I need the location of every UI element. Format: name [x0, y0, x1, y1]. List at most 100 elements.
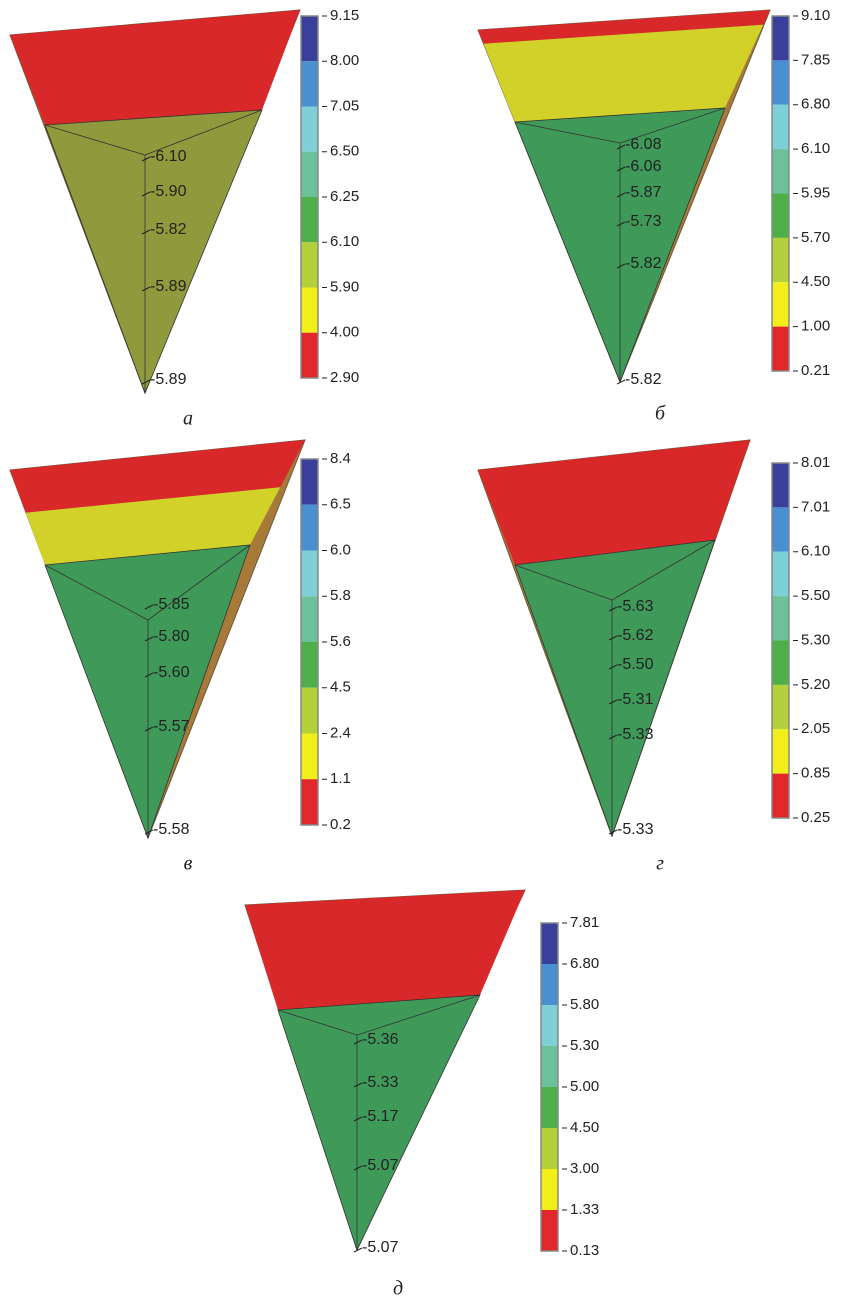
scale-label: 8.4 — [330, 450, 351, 467]
scale-label: 6.5 — [330, 496, 351, 513]
point-label: -5.62 — [617, 627, 654, 644]
scale-label: 6.80 — [570, 955, 599, 972]
scale-label: 2.05 — [801, 720, 830, 737]
colorbar-segment — [301, 152, 318, 197]
scale-label: 9.10 — [801, 7, 830, 24]
colorbar-segment — [772, 194, 789, 238]
scale-label: 8.00 — [330, 52, 359, 69]
point-label: -6.10 — [150, 148, 187, 165]
colorbar-segment — [772, 463, 789, 507]
point-label: -5.57 — [153, 718, 190, 735]
scale-label: 5.90 — [330, 278, 359, 295]
scale-label: 5.95 — [801, 184, 830, 201]
scale-label: 5.8 — [330, 587, 351, 604]
colorbar-segment — [301, 459, 318, 505]
point-label: -5.82 — [625, 255, 662, 272]
scale-label: 5.70 — [801, 229, 830, 246]
colorbar-segment — [772, 16, 789, 60]
point-label: -5.80 — [153, 628, 190, 645]
colorbar-segment — [301, 107, 318, 152]
colorbar-segment — [541, 1169, 558, 1210]
scale-label: 4.50 — [801, 273, 830, 290]
scale-label: 7.01 — [801, 498, 830, 515]
point-label: -5.90 — [150, 183, 187, 200]
colorbar-segment — [301, 688, 318, 734]
colorbar-segment — [772, 238, 789, 282]
colorbar-segment — [772, 641, 789, 685]
point-label: -5.89 — [150, 371, 187, 388]
scale-label: 4.5 — [330, 679, 351, 696]
scale-label: 4.00 — [330, 324, 359, 341]
point-label: -5.31 — [617, 691, 654, 708]
point-label: -5.07 — [362, 1239, 399, 1256]
colorbar-segment — [301, 16, 318, 61]
colorbar-segment — [301, 642, 318, 688]
scale-label: 5.50 — [801, 587, 830, 604]
colorbar-segment — [301, 61, 318, 106]
point-label: -5.58 — [153, 821, 190, 838]
scale-label: 2.90 — [330, 369, 359, 386]
colorbar-segment — [541, 1128, 558, 1169]
panel-caption: в — [184, 853, 193, 875]
scale-label: 6.80 — [801, 96, 830, 113]
colorbar-segment — [301, 288, 318, 333]
colorbar-segment — [772, 60, 789, 104]
colorbar-segment — [772, 729, 789, 773]
panel-caption: д — [393, 1278, 403, 1300]
lower-surface — [515, 540, 715, 836]
point-label: -5.33 — [362, 1074, 399, 1091]
point-label: -5.73 — [625, 213, 662, 230]
scale-label: 4.50 — [570, 1119, 599, 1136]
colorbar-segment — [772, 685, 789, 729]
colorbar-segment — [541, 923, 558, 964]
colorbar-segment — [301, 551, 318, 597]
point-label: -5.17 — [362, 1108, 399, 1125]
colorbar-segment — [541, 1005, 558, 1046]
scale-label: 7.05 — [330, 97, 359, 114]
point-label: -5.82 — [625, 371, 662, 388]
point-label: -5.50 — [617, 656, 654, 673]
point-label: -5.87 — [625, 184, 662, 201]
colorbar-segment — [772, 552, 789, 596]
lower-surface — [45, 545, 250, 838]
point-label: -5.63 — [617, 598, 654, 615]
scale-label: 0.85 — [801, 765, 830, 782]
scale-label: 5.80 — [570, 996, 599, 1013]
colorbar-segment — [772, 596, 789, 640]
point-label: -5.82 — [150, 221, 187, 238]
colorbar-segment — [301, 333, 318, 378]
top-band — [10, 10, 300, 125]
colorbar-segment — [301, 242, 318, 287]
colorbar-segment — [772, 282, 789, 326]
scale-label: 5.30 — [570, 1037, 599, 1054]
scale-label: 7.85 — [801, 51, 830, 68]
scale-label: 7.81 — [570, 914, 599, 931]
point-label: -5.33 — [617, 821, 654, 838]
panel-caption: г — [656, 853, 664, 875]
figure: -6.10-5.90-5.82-5.89-5.899.158.007.056.5… — [0, 0, 850, 1301]
scale-label: 1.33 — [570, 1201, 599, 1218]
colorbar-segment — [301, 734, 318, 780]
colorbar-segment — [541, 1087, 558, 1128]
point-label: -5.60 — [153, 664, 190, 681]
colorbar-segment — [772, 149, 789, 193]
scale-label: 0.13 — [570, 1242, 599, 1259]
colorbar-segment — [772, 327, 789, 371]
scale-label: 0.21 — [801, 362, 830, 379]
colorbar-segment — [541, 1046, 558, 1087]
colorbar-segment — [301, 505, 318, 551]
colorbar-segment — [772, 105, 789, 149]
scale-label: 6.0 — [330, 541, 351, 558]
scale-label: 0.2 — [330, 816, 351, 833]
scale-label: 6.10 — [330, 233, 359, 250]
scale-label: 6.10 — [801, 543, 830, 560]
colorbar-segment — [541, 964, 558, 1005]
point-label: -5.89 — [150, 278, 187, 295]
scale-label: 5.6 — [330, 633, 351, 650]
top-band — [245, 890, 525, 1010]
colorbar-segment — [301, 197, 318, 242]
colorbar-segment — [772, 507, 789, 551]
scale-label: 2.4 — [330, 724, 351, 741]
scale-label: 5.30 — [801, 631, 830, 648]
point-label: -5.07 — [362, 1157, 399, 1174]
